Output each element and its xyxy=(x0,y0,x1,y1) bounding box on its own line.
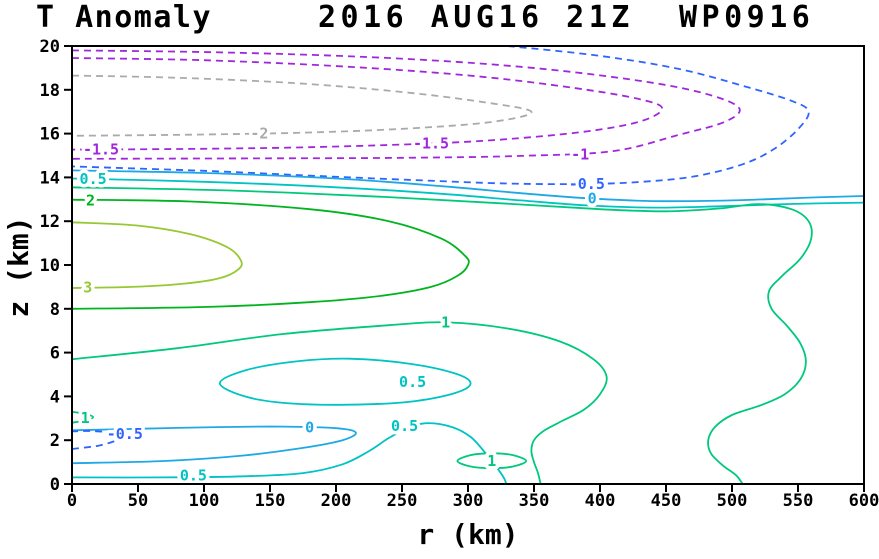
axes-frame-and-ticks: 0 50 100 150 200 250 300 350 400 450 500 550 6000246… xyxy=(40,37,879,511)
contour-line-level-2 xyxy=(72,198,470,310)
contour-label--0.5: -0.5 xyxy=(569,175,605,193)
contour-label-0.5: 0.5 xyxy=(399,373,426,391)
contour-line-level-3 xyxy=(72,221,243,289)
x-tick-label: 300 xyxy=(453,491,484,511)
y-tick-label: 0 xyxy=(50,475,60,495)
chart-title-variable: T Anomaly xyxy=(36,0,213,35)
x-tick-label: 250 xyxy=(387,491,418,511)
y-tick-label: 8 xyxy=(50,300,60,320)
contour-label--2: -2 xyxy=(250,125,268,143)
contour-line-level--2 xyxy=(72,74,533,137)
x-tick-label: 200 xyxy=(321,491,352,511)
contour-line-level--0.5 xyxy=(72,430,123,450)
contour-label-0: 0 xyxy=(305,419,314,437)
contour-label-0.5: 0.5 xyxy=(391,417,418,435)
y-tick-label: 18 xyxy=(40,81,60,101)
x-tick-label: 400 xyxy=(585,491,616,511)
contour-label-0.5: 0.5 xyxy=(80,170,107,188)
x-tick-label: 350 xyxy=(519,491,550,511)
y-tick-label: 4 xyxy=(50,387,60,407)
y-tick-label: 16 xyxy=(40,125,60,145)
y-tick-label: 6 xyxy=(50,344,60,364)
y-axis-title: z (km) xyxy=(2,216,35,318)
contour-label--1: -1 xyxy=(571,145,589,163)
contour-lines xyxy=(72,46,864,484)
x-tick-label: 0 xyxy=(67,491,77,511)
y-tick-label: 14 xyxy=(40,168,60,188)
plot-frame xyxy=(71,45,865,485)
contour-label-1: 1 xyxy=(487,452,496,470)
y-tick-label: 10 xyxy=(40,256,60,276)
x-tick-label: 100 xyxy=(189,491,220,511)
x-tick-label: 50 xyxy=(128,491,148,511)
contour-label-2: 2 xyxy=(86,191,95,209)
contour-label-1: 1 xyxy=(441,313,450,331)
y-tick-label: 20 xyxy=(40,37,60,57)
contour-line-level-0.5 xyxy=(72,422,508,484)
contour-line-level-0.5 xyxy=(218,357,472,406)
chart-title-datetime-storm: 2016 AUG16 21Z WP0916 xyxy=(318,0,815,35)
x-axis-title: r (km) xyxy=(417,518,519,551)
contour-label--0.5: -0.5 xyxy=(107,425,143,443)
contour-label-1: 1 xyxy=(81,409,90,427)
x-tick-label: 600 xyxy=(849,491,879,511)
x-tick-label: 550 xyxy=(783,491,814,511)
contour-line-level--1 xyxy=(72,49,741,160)
contour-line-level-0 xyxy=(72,425,357,465)
y-tick-label: 12 xyxy=(40,212,60,232)
x-tick-label: 450 xyxy=(651,491,682,511)
contour-label-3: 3 xyxy=(83,279,92,297)
contour-line-level-1 xyxy=(72,410,95,424)
contour-label--1.5: -1.5 xyxy=(83,140,119,158)
contour-label-0.5: 0.5 xyxy=(180,467,207,485)
x-tick-label: 150 xyxy=(255,491,286,511)
y-tick-label: 2 xyxy=(50,431,60,451)
contour-label-0: 0 xyxy=(588,190,597,208)
contour-label--1.5: -1.5 xyxy=(413,135,449,153)
contour-line-level-1 xyxy=(456,452,528,470)
x-tick-label: 500 xyxy=(717,491,748,511)
contour-line-level-1 xyxy=(72,321,608,484)
contour-line-level--1.5 xyxy=(72,57,664,151)
contour-line-level-1 xyxy=(72,186,813,484)
contour-line-level--0.5 xyxy=(72,46,810,186)
contour-line-level-0 xyxy=(72,169,864,203)
